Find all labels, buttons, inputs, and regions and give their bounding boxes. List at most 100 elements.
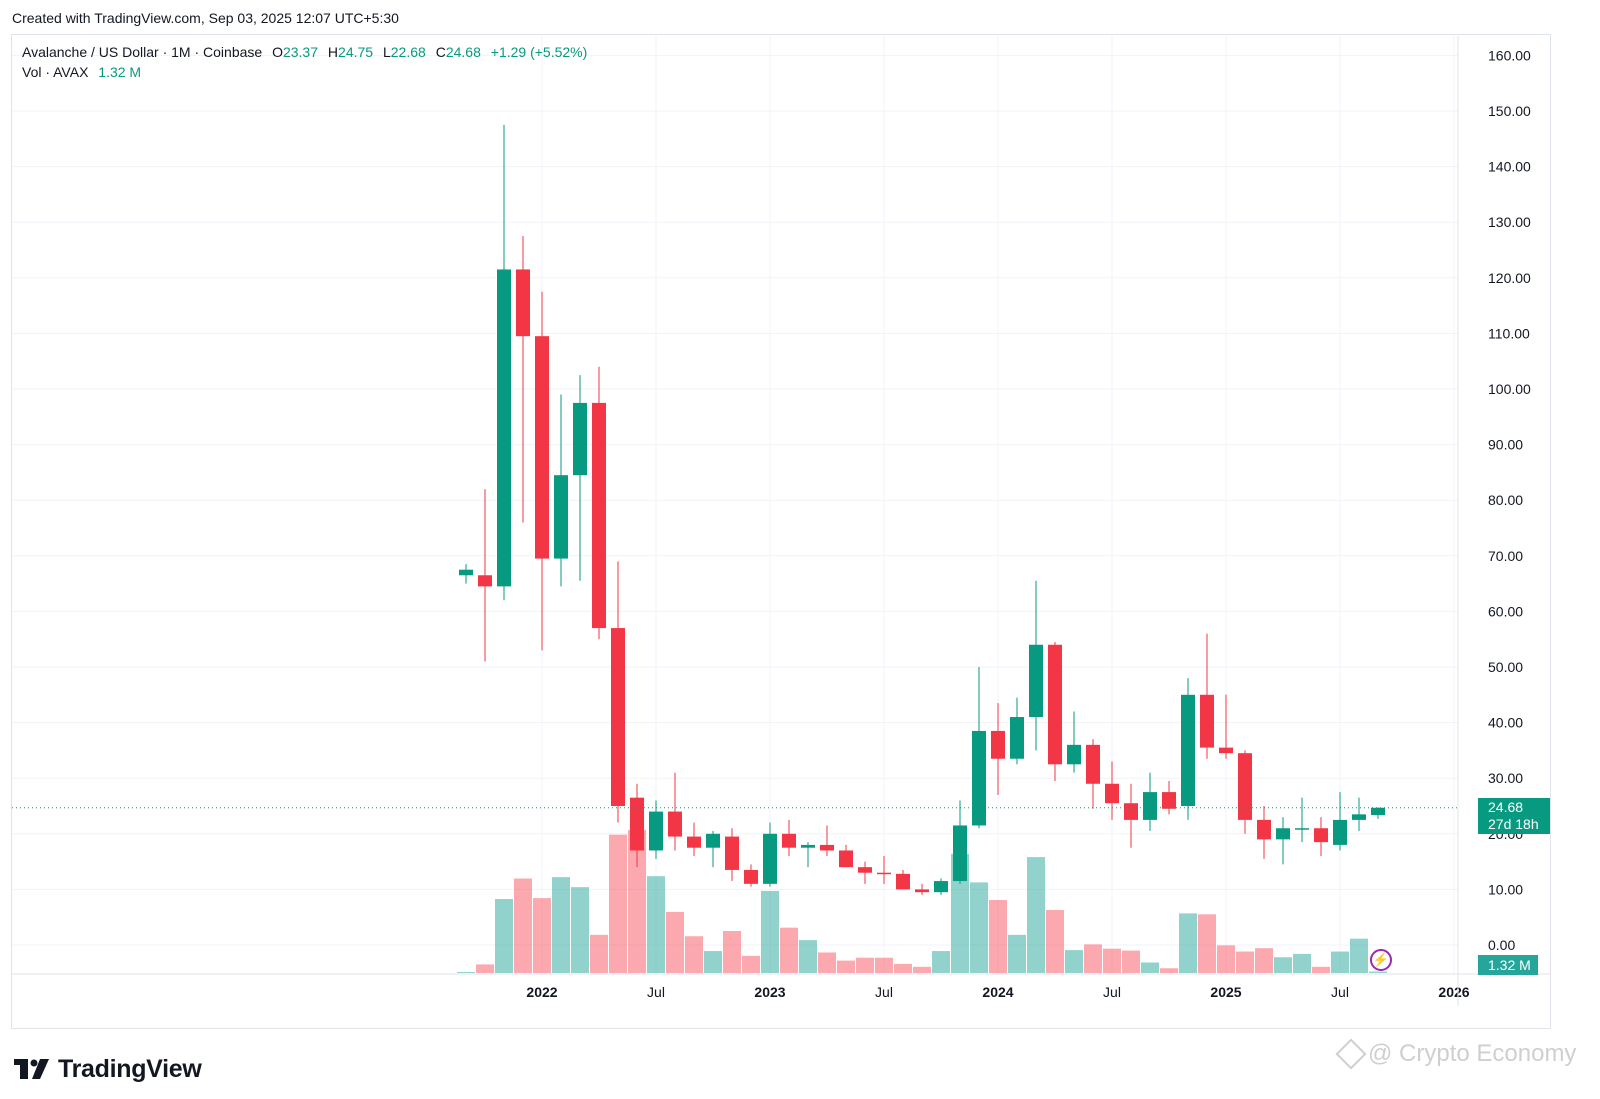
- watermark-logo-icon: [1335, 1038, 1367, 1070]
- x-tick-label: Jul: [875, 984, 893, 1000]
- volume-bar: [1255, 948, 1273, 973]
- x-tick-label: 2024: [982, 984, 1013, 1000]
- candle: [744, 864, 758, 887]
- candle: [972, 667, 986, 829]
- volume-bar: [1008, 934, 1026, 973]
- lightning-icon[interactable]: ⚡: [1370, 949, 1392, 971]
- candle-body: [478, 575, 492, 587]
- candle: [1124, 783, 1138, 848]
- close-value: 24.68: [445, 44, 481, 60]
- candle-body: [953, 825, 967, 882]
- candle: [1238, 750, 1252, 834]
- candle: [1086, 739, 1100, 809]
- y-tick-label: 160.00: [1488, 47, 1531, 63]
- y-tick-label: 40.00: [1488, 715, 1523, 731]
- volume-bar: [685, 936, 703, 973]
- candle-body: [1257, 819, 1271, 840]
- candle: [1276, 817, 1290, 865]
- candle: [611, 561, 625, 823]
- candle: [1067, 711, 1081, 773]
- volume-bar: [837, 960, 855, 973]
- open-value: 23.37: [282, 44, 319, 60]
- candle-body: [516, 269, 530, 337]
- candle-body: [839, 850, 853, 868]
- candle-body: [858, 867, 872, 873]
- x-tick-label: Jul: [1103, 984, 1121, 1000]
- candle: [915, 883, 929, 895]
- candle: [478, 489, 492, 662]
- volume-bar: [457, 972, 475, 973]
- candle-body: [1010, 717, 1024, 759]
- y-tick-label: 80.00: [1488, 492, 1523, 508]
- candle-body: [896, 873, 910, 890]
- symbol-label[interactable]: Avalanche / US Dollar · 1M · Coinbase: [22, 44, 263, 60]
- volume-bar: [704, 951, 722, 973]
- volume-bar: [552, 877, 570, 973]
- candle: [839, 844, 853, 868]
- x-tick-label: 2025: [1210, 984, 1241, 1000]
- last-price-tag: 24.68 27d 18h: [1478, 798, 1550, 834]
- candle: [934, 878, 948, 895]
- candle-body: [1295, 828, 1309, 830]
- volume-series: [457, 829, 1387, 973]
- grid-lines: [12, 36, 1458, 974]
- volume-bar: [723, 931, 741, 973]
- volume-bar: [647, 876, 665, 973]
- volume-bar: [856, 957, 874, 973]
- volume-bar: [1198, 914, 1216, 973]
- candle-body: [1352, 814, 1366, 820]
- candle: [1314, 817, 1328, 857]
- volume-bar: [571, 887, 589, 973]
- candle-body: [744, 869, 758, 884]
- candle-body: [1219, 747, 1233, 754]
- y-tick-label: 90.00: [1488, 437, 1523, 453]
- volume-bar: [1103, 948, 1121, 973]
- candle-body: [1143, 792, 1157, 820]
- open-label: O: [272, 44, 283, 60]
- candle: [535, 291, 549, 651]
- volume-bar: [1160, 968, 1178, 973]
- tradingview-logo[interactable]: TradingView: [14, 1055, 202, 1084]
- crypto-economy-watermark: @ Crypto Economy: [1335, 1038, 1576, 1070]
- candle: [1143, 772, 1157, 832]
- candle: [516, 236, 530, 523]
- y-tick-label: 120.00: [1488, 270, 1531, 286]
- candle: [687, 822, 701, 857]
- candle-body: [1314, 828, 1328, 843]
- candle-body: [1124, 803, 1138, 820]
- candle-body: [1067, 744, 1081, 765]
- bar-countdown: 27d 18h: [1488, 816, 1539, 832]
- candle-body: [459, 569, 473, 576]
- volume-bar: [1236, 951, 1254, 973]
- candle: [1219, 694, 1233, 759]
- candle: [1200, 633, 1214, 759]
- y-tick-label: 130.00: [1488, 214, 1531, 230]
- y-tick-label: 140.00: [1488, 159, 1531, 175]
- candle: [573, 375, 587, 581]
- candle-body: [1162, 792, 1176, 809]
- candle-body: [573, 402, 587, 476]
- candle-body: [1048, 644, 1062, 765]
- y-tick-label: 50.00: [1488, 659, 1523, 675]
- volume-label[interactable]: Vol · AVAX: [22, 64, 89, 80]
- close-label: C: [435, 44, 446, 60]
- volume-legend-row: Vol · AVAX 1.32 M: [22, 62, 587, 82]
- candle: [801, 842, 815, 868]
- volume-bar: [1350, 938, 1368, 973]
- volume-bar: [533, 898, 551, 973]
- volume-bar: [875, 957, 893, 973]
- y-tick-label: 150.00: [1488, 103, 1531, 119]
- candle-body: [915, 889, 929, 893]
- candle: [782, 819, 796, 857]
- candle-body: [801, 844, 815, 848]
- volume-bar: [1046, 910, 1064, 973]
- candle: [706, 831, 720, 868]
- candle: [1105, 761, 1119, 820]
- volume-bar: [1084, 944, 1102, 973]
- candle: [1010, 697, 1024, 765]
- candle-body: [1105, 783, 1119, 804]
- candle-body: [1086, 744, 1100, 784]
- volume-bar: [1331, 951, 1349, 973]
- chart-legend: Avalanche / US Dollar · 1M · Coinbase O2…: [22, 42, 587, 82]
